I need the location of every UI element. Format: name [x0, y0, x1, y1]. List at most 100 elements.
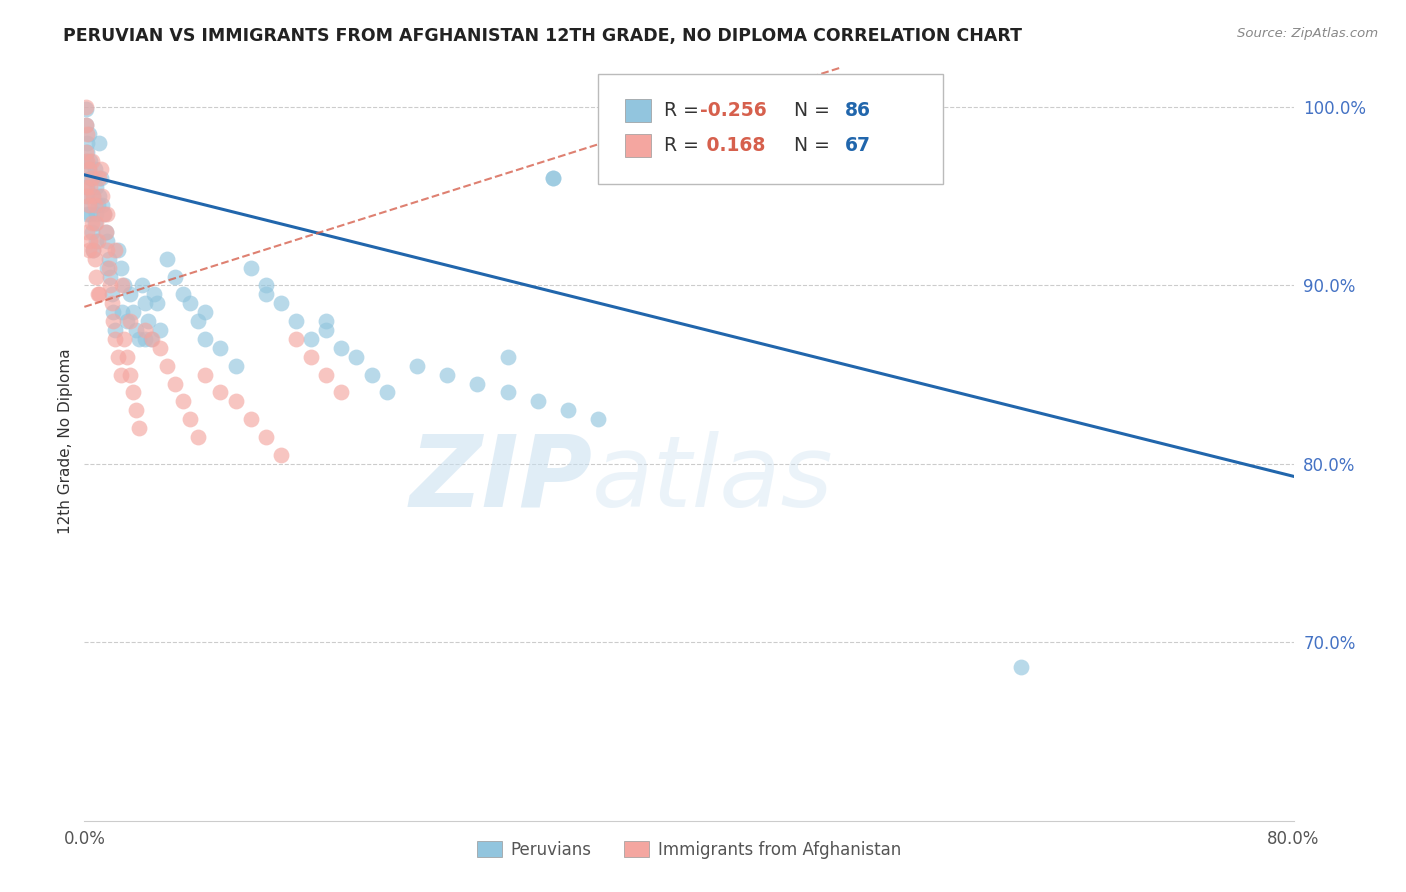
Point	[111, 278, 134, 293]
Point	[118, 314, 141, 328]
Point	[588, 412, 610, 426]
Point	[299, 350, 322, 364]
Point	[89, 189, 111, 203]
Point	[149, 323, 172, 337]
Point	[346, 350, 368, 364]
Text: 86: 86	[845, 101, 870, 120]
Point	[104, 323, 127, 337]
Point	[97, 260, 120, 275]
Text: N =: N =	[782, 101, 837, 120]
Point	[94, 225, 117, 239]
FancyBboxPatch shape	[624, 99, 651, 121]
Point	[149, 341, 172, 355]
Point	[270, 296, 292, 310]
Point	[79, 234, 101, 248]
Point	[90, 171, 112, 186]
Point	[86, 207, 108, 221]
Point	[406, 359, 429, 373]
Y-axis label: 12th Grade, No Diploma: 12th Grade, No Diploma	[58, 349, 73, 534]
Point	[134, 296, 156, 310]
Point	[146, 296, 169, 310]
Point	[75, 118, 97, 132]
Point	[112, 332, 135, 346]
Point	[75, 100, 97, 114]
Point	[84, 252, 107, 266]
Point	[98, 278, 121, 293]
Point	[315, 368, 337, 382]
Point	[285, 332, 308, 346]
Point	[86, 216, 108, 230]
Point	[156, 359, 179, 373]
Point	[77, 243, 100, 257]
Point	[87, 287, 110, 301]
Point	[82, 243, 104, 257]
Text: PERUVIAN VS IMMIGRANTS FROM AFGHANISTAN 12TH GRADE, NO DIPLOMA CORRELATION CHART: PERUVIAN VS IMMIGRANTS FROM AFGHANISTAN …	[63, 27, 1022, 45]
Point	[121, 385, 143, 400]
Point	[209, 341, 232, 355]
Point	[77, 127, 100, 141]
Text: R =: R =	[664, 101, 704, 120]
Point	[86, 180, 108, 194]
Point	[194, 368, 217, 382]
Text: R =: R =	[664, 136, 704, 155]
Point	[84, 216, 107, 230]
Point	[91, 198, 114, 212]
Point	[107, 350, 129, 364]
Point	[80, 216, 103, 230]
Point	[82, 189, 104, 203]
Point	[75, 118, 97, 132]
Point	[75, 153, 97, 168]
Point	[139, 332, 162, 346]
FancyBboxPatch shape	[599, 74, 943, 184]
Point	[93, 207, 115, 221]
Point	[541, 171, 564, 186]
Point	[156, 252, 179, 266]
Point	[87, 234, 110, 248]
Point	[187, 314, 209, 328]
Point	[134, 332, 156, 346]
Point	[118, 287, 141, 301]
Point	[557, 403, 579, 417]
Point	[80, 225, 103, 239]
Point	[527, 394, 550, 409]
Text: 0.168: 0.168	[700, 136, 765, 155]
Text: Source: ZipAtlas.com: Source: ZipAtlas.com	[1237, 27, 1378, 40]
Point	[254, 278, 277, 293]
Point	[315, 323, 337, 337]
Point	[194, 332, 217, 346]
Point	[77, 198, 100, 212]
Point	[100, 296, 122, 310]
Point	[82, 243, 104, 257]
Point	[76, 145, 98, 159]
Point	[141, 332, 163, 346]
Point	[82, 189, 104, 203]
Point	[77, 162, 100, 177]
Point	[75, 102, 97, 116]
Point	[80, 153, 103, 168]
Point	[1011, 660, 1033, 674]
Point	[254, 430, 277, 444]
Point	[89, 136, 111, 150]
Point	[131, 278, 153, 293]
Point	[187, 430, 209, 444]
Point	[76, 189, 98, 203]
Point	[100, 287, 122, 301]
Point	[128, 421, 150, 435]
Point	[76, 207, 98, 221]
Point	[467, 376, 489, 391]
Point	[91, 189, 114, 203]
Point	[80, 171, 103, 186]
Point	[97, 252, 120, 266]
Point	[115, 350, 138, 364]
Point	[76, 225, 98, 239]
Point	[165, 269, 187, 284]
Point	[76, 153, 98, 168]
Point	[75, 145, 97, 159]
Point	[225, 394, 247, 409]
Point	[107, 243, 129, 257]
Point	[121, 305, 143, 319]
Point	[179, 296, 201, 310]
Point	[125, 323, 148, 337]
Point	[75, 189, 97, 203]
Point	[112, 278, 135, 293]
